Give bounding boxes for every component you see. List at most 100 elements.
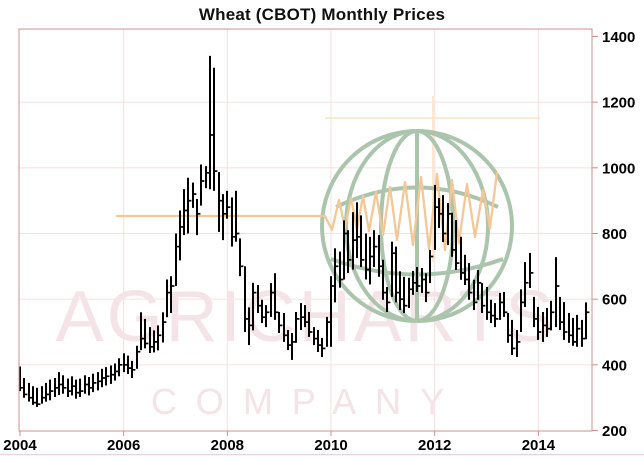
plot-frame <box>0 28 644 455</box>
price-bar <box>58 372 63 395</box>
price-bar <box>252 282 257 331</box>
price-bar <box>92 373 97 393</box>
price-bar <box>213 67 218 191</box>
x-tick-label: 2006 <box>107 437 140 454</box>
price-bar <box>365 233 370 280</box>
price-bar <box>524 262 529 307</box>
price-bar <box>192 182 197 208</box>
price-bar <box>162 312 167 343</box>
price-bar <box>71 376 76 396</box>
price-bar <box>455 220 460 270</box>
price-bar <box>468 263 473 300</box>
price-bars <box>19 55 590 407</box>
price-bar <box>511 319 516 355</box>
x-tick-label: 2004 <box>3 437 37 454</box>
price-bar <box>67 378 72 397</box>
price-bar <box>360 215 365 267</box>
price-bar <box>62 375 67 394</box>
price-bar <box>425 273 430 303</box>
y-tick-label: 1000 <box>602 160 635 177</box>
price-bar <box>41 386 46 404</box>
price-bar <box>101 368 106 388</box>
price-bar <box>278 312 283 333</box>
price-bar <box>460 236 465 280</box>
price-bar <box>555 257 560 328</box>
price-bar <box>205 166 210 189</box>
y-tick-label: 600 <box>602 292 627 309</box>
watermark-line2: COMPANY <box>151 381 463 422</box>
price-bar <box>537 307 542 340</box>
x-tick-label: 2010 <box>314 437 347 454</box>
price-bar <box>334 248 339 303</box>
price-bar <box>503 291 508 317</box>
price-bar <box>131 360 136 378</box>
price-bar <box>45 382 50 402</box>
zigzag-line-icon <box>116 171 499 252</box>
price-gridlines <box>19 29 592 431</box>
x-axis-labels: 2004 2006 2008 2010 2012 2014 <box>3 431 556 454</box>
price-bar <box>19 366 24 392</box>
price-bar <box>170 276 175 313</box>
x-tick-label: 2014 <box>522 437 556 454</box>
chart-title: Wheat (CBOT) Monthly Prices <box>198 5 446 24</box>
price-bar <box>321 337 326 357</box>
price-bar <box>429 249 434 284</box>
price-bar <box>295 312 300 343</box>
price-bar <box>110 365 115 384</box>
price-bar <box>179 210 184 261</box>
price-bar <box>54 378 59 397</box>
price-bar <box>32 386 37 405</box>
price-bar <box>235 190 240 242</box>
price-bar <box>442 195 447 242</box>
price-bar <box>473 279 478 310</box>
price-bar <box>118 358 123 377</box>
price-bar <box>97 372 102 391</box>
price-bar <box>136 345 141 369</box>
price-bar <box>386 287 391 312</box>
price-bar <box>585 302 590 340</box>
price-bar <box>187 177 192 234</box>
price-bar <box>200 164 205 206</box>
price-bar <box>563 302 568 340</box>
y-axis-labels: 200 400 600 800 1000 1200 1400 <box>592 29 635 440</box>
price-bar <box>157 325 162 351</box>
price-bar <box>84 375 89 394</box>
price-bar <box>79 378 84 397</box>
price-bar <box>516 330 521 357</box>
price-bar <box>49 379 54 401</box>
y-tick-label: 1400 <box>602 29 635 46</box>
price-bar <box>75 379 80 399</box>
price-bar <box>239 238 244 277</box>
price-bar <box>572 317 577 346</box>
watermark-grid <box>325 96 540 262</box>
price-bar <box>23 378 28 398</box>
x-tick-label: 2012 <box>418 437 451 454</box>
price-bar <box>36 387 41 407</box>
price-bar <box>477 269 482 300</box>
price-bar <box>183 189 188 236</box>
price-bar <box>581 319 586 347</box>
price-bar <box>144 318 149 349</box>
globe-watermark-icon <box>320 129 514 323</box>
price-bar <box>88 377 93 396</box>
price-bar <box>105 367 110 386</box>
price-bar <box>218 172 223 232</box>
price-bar <box>559 296 564 330</box>
price-bar <box>196 199 201 236</box>
price-bar <box>209 55 214 190</box>
y-tick-label: 200 <box>602 423 627 440</box>
price-bar <box>494 303 499 328</box>
price-bar <box>114 363 119 381</box>
price-bar <box>403 276 408 313</box>
price-bar <box>529 252 534 288</box>
price-bar <box>434 184 439 250</box>
price-bar <box>550 300 555 331</box>
price-bar <box>576 314 581 347</box>
price-bar <box>226 190 231 219</box>
price-bar <box>373 230 378 267</box>
price-bar <box>231 197 236 247</box>
y-tick-label: 1200 <box>602 95 635 112</box>
